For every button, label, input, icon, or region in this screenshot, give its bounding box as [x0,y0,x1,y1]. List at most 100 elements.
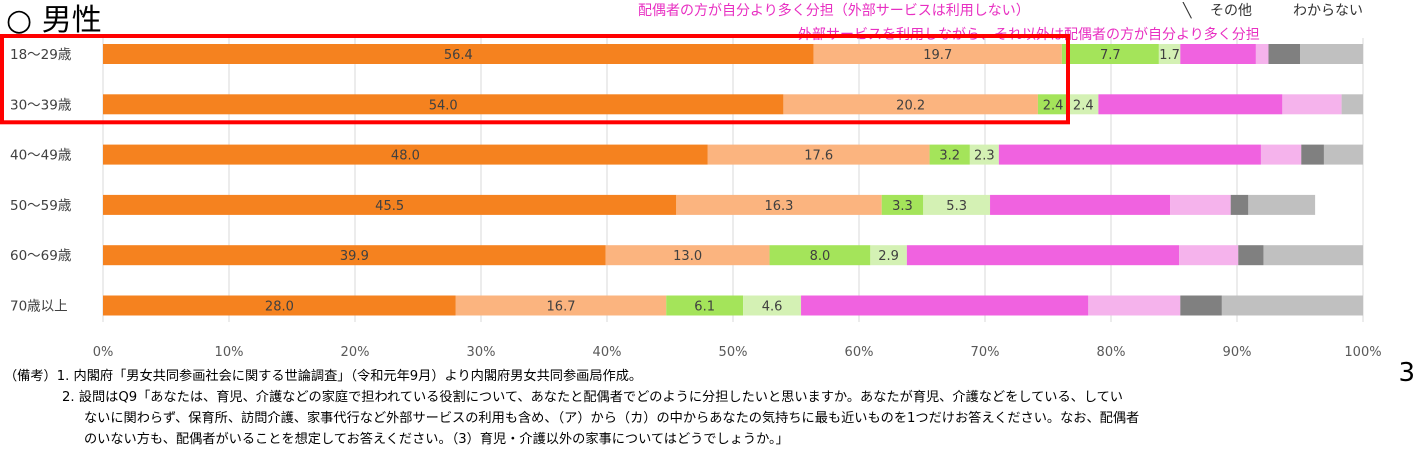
bar-segment [707,144,930,165]
bar-segment [1255,44,1269,64]
legend-slash-icon: ╲ [1183,3,1192,19]
footnote-line-1: （備考）1. 内閣府「男女共同参画社会に関する世論調査」（令和元年9月）より内閣… [4,369,643,384]
data-label: 16.3 [765,199,794,214]
bar-segment [813,44,1062,64]
bar-segment [1180,44,1256,64]
x-tick-label: 80% [1097,345,1126,360]
x-tick-label: 20% [341,345,370,360]
category-label: 30〜39歳 [10,97,72,113]
data-label: 19.7 [923,48,952,63]
data-label: 2.9 [878,249,899,264]
bar-segment [103,295,456,316]
data-label: 6.1 [694,300,715,315]
bar-segment [969,144,999,165]
x-tick-label: 10% [215,345,244,360]
category-label: 60〜69歳 [10,248,72,264]
bar-segment [1037,94,1069,115]
bar-segment [1260,144,1302,165]
bar-segment [783,94,1038,115]
x-tick-label: 0% [93,345,114,360]
data-label: 16.7 [547,300,576,315]
bar-segment [1221,295,1363,316]
category-label: 50〜59歳 [10,198,72,214]
bar-segment [1098,94,1283,115]
data-label: 39.9 [340,249,369,264]
bar-segment [103,44,814,64]
bar-segment [929,144,970,165]
category-label: 70歳以上 [10,299,68,315]
x-tick-label: 50% [719,345,748,360]
bar-segment [1158,44,1181,64]
data-label: 56.4 [444,48,473,63]
bar-segment [1301,144,1324,165]
bar-segment [1068,94,1099,115]
data-label: 48.0 [391,149,420,164]
footnote-line-3: ないに関わらず、保育所、訪問介護、家事代行など外部サービスの利用も含め、（ア）か… [84,411,1140,426]
bar-segment [1230,194,1249,215]
bar-segment [1179,245,1239,266]
bar-segment [923,194,991,215]
bar-segment [1180,295,1222,316]
page-number: 3 [1398,358,1415,388]
data-label: 54.0 [429,98,458,113]
data-label: 4.6 [762,300,783,315]
legend-label-other: その他 [1210,3,1252,19]
x-tick-label: 100% [1344,345,1381,360]
legend-label-unknown: わからない [1293,3,1363,19]
bar-segment [103,144,708,165]
bar-segment [990,194,1171,215]
data-label: 17.6 [804,149,833,164]
bar-segment [1088,295,1181,316]
bar-segment [103,194,677,215]
bar-segment [1300,44,1363,64]
bar-segment [455,295,667,316]
x-tick-label: 60% [845,345,874,360]
footnotes: （備考）1. 内閣府「男女共同参画社会に関する世論調査」（令和元年9月）より内閣… [4,366,1139,450]
bar-segment [881,194,924,215]
data-label: 8.0 [810,249,831,264]
data-label: 5.3 [946,199,967,214]
bar-segment [1248,194,1316,215]
bar-segment [1323,144,1363,165]
data-label: 13.0 [673,249,702,264]
x-tick-label: 40% [593,345,622,360]
bar-segment [906,245,1180,266]
bar-segment [1268,44,1300,64]
bar-segment [1238,245,1264,266]
bar-segment [605,245,770,266]
data-label: 2.4 [1043,98,1064,113]
category-label: 40〜49歳 [10,148,72,164]
bar-segment [801,295,1089,316]
data-label: 7.7 [1100,48,1121,63]
bar-segment [1061,44,1159,64]
chart-title: ○ 男性 [6,3,102,38]
category-label: 18〜29歳 [10,47,72,63]
x-tick-label: 90% [1223,345,1252,360]
bar-segment [676,194,882,215]
x-tick-label: 30% [467,345,496,360]
bar-segment [743,295,802,316]
stacked-bar-chart: 0% 10% 20% 30% 40% 50% 60% 70% 80% 90% 100% 18〜29歳 5… [0,34,1382,360]
bar-segment [1170,194,1231,215]
footnote-line-4: のいない方も、配偶者がいることを想定してお答えください。（3）育児・介護以外の家… [84,432,789,447]
bar-segment [870,245,907,266]
bar-segment [1282,94,1342,115]
footnote-line-2: 2. 設問はQ9「あなたは、育児、介護などの家庭で担われている役割について、あな… [62,390,1123,405]
legend-label-spouse-more-no-service: 配偶者の方が自分より多く分担（外部サービスは利用しない） [638,3,1030,19]
bar-segment [769,245,871,266]
data-label: 3.3 [892,199,913,214]
bar-segment [666,295,744,316]
highlight-box [0,34,1070,125]
data-label: 2.4 [1073,98,1094,113]
x-tick-label: 70% [971,345,1000,360]
bar-segment [1341,94,1363,115]
data-label: 3.2 [939,149,960,164]
data-label: 28.0 [265,300,294,315]
bar-segment [998,144,1261,165]
bar-segment [1263,245,1363,266]
data-label: 2.3 [974,149,995,164]
data-label: 1.7 [1159,48,1180,63]
data-label: 20.2 [896,98,925,113]
bar-segment [103,245,606,266]
data-label: 45.5 [375,199,404,214]
